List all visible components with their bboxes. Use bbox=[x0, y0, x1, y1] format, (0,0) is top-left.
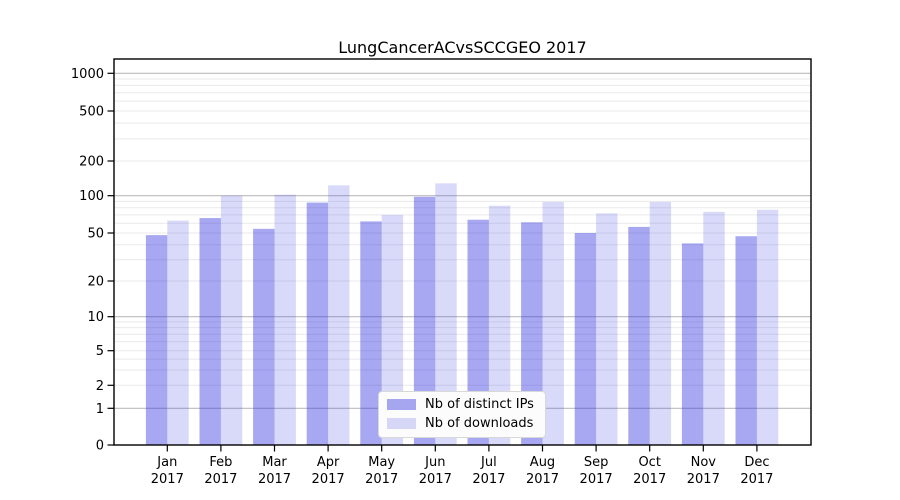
x-tick-label-year: 2017 bbox=[312, 472, 345, 487]
legend: Nb of distinct IPs Nb of downloads bbox=[378, 391, 546, 438]
bar-downloads-aug bbox=[542, 201, 564, 445]
bar-ips-feb bbox=[199, 218, 221, 445]
bar-downloads-jan bbox=[167, 220, 189, 445]
y-tick-label: 50 bbox=[87, 227, 104, 242]
bar-ips-jun bbox=[413, 196, 436, 445]
bar-downloads-mar bbox=[274, 194, 296, 445]
y-tick-label: 1 bbox=[96, 402, 104, 417]
bar-downloads-may bbox=[381, 214, 404, 445]
bar-downloads-oct bbox=[649, 201, 672, 445]
x-tick-label-year: 2017 bbox=[419, 472, 452, 487]
x-tick-label-year: 2017 bbox=[365, 472, 398, 487]
chart-title: LungCancerACvsSCCGEO 2017 bbox=[338, 38, 587, 57]
x-tick-label-month: Aug bbox=[530, 455, 555, 470]
y-tick-label: 10 bbox=[87, 310, 104, 325]
bar-ips-dec bbox=[735, 236, 757, 445]
legend-label-ips: Nb of distinct IPs bbox=[425, 397, 534, 412]
x-tick-label-year: 2017 bbox=[740, 472, 773, 487]
x-tick-label-year: 2017 bbox=[472, 472, 505, 487]
bar-downloads-nov bbox=[703, 211, 725, 445]
y-tick-label: 1000 bbox=[71, 67, 104, 82]
y-tick-label: 20 bbox=[87, 275, 104, 290]
legend-label-downloads: Nb of downloads bbox=[425, 416, 534, 431]
y-tick-label: 0 bbox=[96, 439, 104, 454]
bar-downloads-dec bbox=[756, 209, 779, 445]
bar-ips-aug bbox=[521, 222, 543, 445]
x-tick-label-month: Apr bbox=[317, 455, 340, 470]
y-tick-label: 100 bbox=[79, 189, 104, 204]
bar-ips-may bbox=[360, 221, 382, 445]
x-tick-label-month: Jan bbox=[156, 455, 177, 470]
legend-item: Nb of downloads bbox=[387, 416, 534, 431]
x-tick-label-year: 2017 bbox=[580, 472, 613, 487]
bar-downloads-sep bbox=[596, 213, 618, 445]
bar-downloads-jul bbox=[488, 205, 511, 445]
plot-border bbox=[113, 58, 812, 446]
x-tick-label-month: May bbox=[368, 455, 395, 470]
bar-ips-sep bbox=[574, 233, 597, 445]
bar-ips-oct bbox=[628, 226, 650, 445]
x-tick-label-month: Sep bbox=[584, 455, 609, 470]
y-tick-label: 500 bbox=[79, 105, 104, 120]
x-tick-label-year: 2017 bbox=[258, 472, 291, 487]
legend-swatch-ips-icon bbox=[387, 399, 416, 410]
x-tick-label-year: 2017 bbox=[633, 472, 666, 487]
x-tick-label-month: Dec bbox=[744, 455, 769, 470]
x-tick-label-year: 2017 bbox=[687, 472, 720, 487]
bar-downloads-feb bbox=[220, 195, 243, 445]
legend-swatch-downloads-icon bbox=[387, 418, 416, 429]
x-tick-label-month: Feb bbox=[209, 455, 232, 470]
y-tick-label: 5 bbox=[96, 344, 104, 359]
x-tick-label-month: Jul bbox=[480, 455, 497, 470]
bar-downloads-apr bbox=[328, 185, 350, 446]
x-tick-label-year: 2017 bbox=[204, 472, 237, 487]
x-tick-label-month: Mar bbox=[262, 455, 287, 470]
bar-ips-apr bbox=[306, 202, 329, 445]
bar-ips-jul bbox=[467, 219, 489, 445]
bar-ips-mar bbox=[253, 228, 275, 445]
y-tick-label: 2 bbox=[96, 379, 104, 394]
bar-ips-nov bbox=[681, 243, 704, 445]
x-tick-label-year: 2017 bbox=[526, 472, 559, 487]
bar-ips-jan bbox=[145, 235, 168, 445]
x-tick-label-month: Jun bbox=[424, 455, 445, 470]
x-tick-label-month: Nov bbox=[691, 455, 717, 470]
x-tick-label-year: 2017 bbox=[151, 472, 184, 487]
bar-downloads-jun bbox=[435, 183, 457, 446]
y-tick-label: 200 bbox=[79, 155, 104, 170]
legend-item: Nb of distinct IPs bbox=[387, 397, 534, 412]
x-tick-label-month: Oct bbox=[638, 455, 660, 470]
